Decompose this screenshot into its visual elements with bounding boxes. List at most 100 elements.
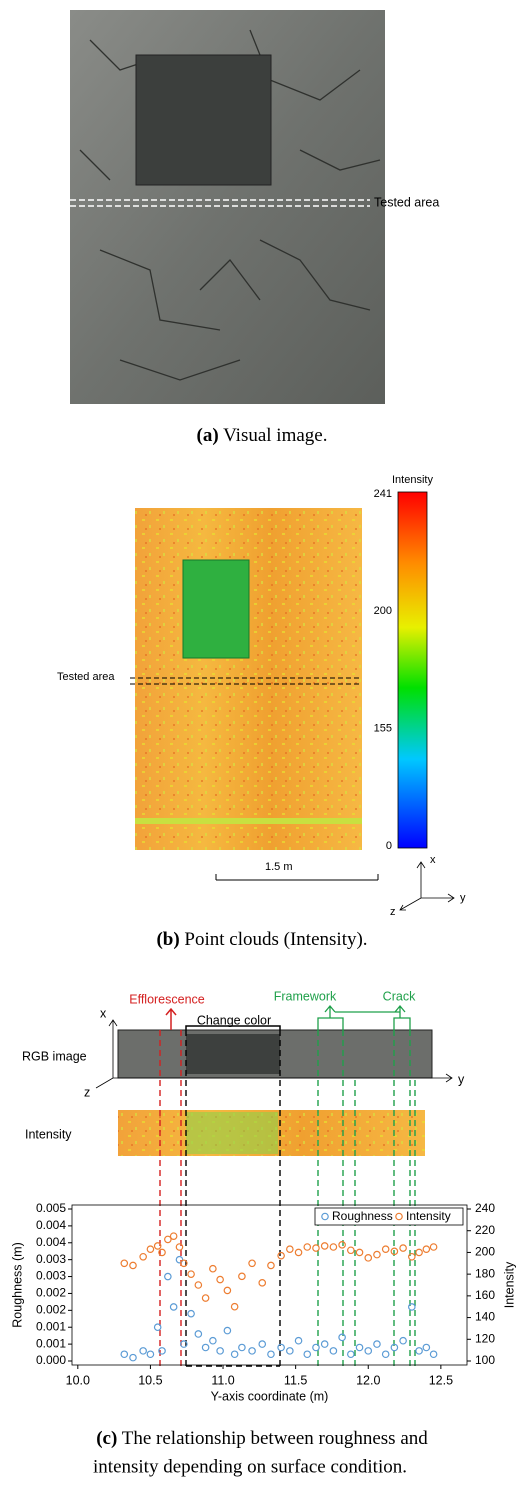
- point: [320, 1340, 329, 1348]
- point: [415, 1248, 423, 1257]
- bracket: [185, 1025, 281, 1030]
- point: [422, 1343, 431, 1352]
- point: [120, 1350, 129, 1359]
- point: [139, 1347, 147, 1355]
- legend-label: Intensity: [406, 1209, 451, 1223]
- point: [209, 1264, 217, 1273]
- point: [390, 1247, 399, 1256]
- y-tick-label: 0.000: [36, 1353, 66, 1367]
- point: [355, 1343, 364, 1352]
- point: [153, 1242, 162, 1250]
- legend-label: Roughness: [332, 1209, 393, 1223]
- colorbar-ticks: 241 200 155 0: [374, 488, 392, 852]
- point: [153, 1323, 162, 1332]
- plaque: [135, 54, 272, 186]
- point: [422, 1245, 431, 1253]
- legend-marker: [321, 1212, 329, 1221]
- point: [223, 1326, 232, 1335]
- point: [194, 1281, 203, 1289]
- point: [399, 1244, 407, 1252]
- axis-label: y: [458, 1072, 465, 1086]
- point: [194, 1330, 203, 1338]
- cracks: [79, 29, 381, 381]
- caption: (b) Point clouds (Intensity).: [156, 929, 367, 950]
- y2-tick-label: 200: [475, 1245, 495, 1259]
- colorbar-tick-label: 0: [386, 840, 392, 852]
- point: [429, 1350, 438, 1359]
- point: [277, 1343, 285, 1352]
- y-tick-label: 0.001: [36, 1319, 66, 1333]
- point: [258, 1279, 267, 1287]
- caption-text: The relationship between roughness and: [122, 1428, 429, 1449]
- point: [329, 1347, 338, 1355]
- point: [169, 1232, 178, 1240]
- point: [238, 1272, 246, 1281]
- y2-tick-label: 220: [475, 1223, 495, 1237]
- y2-tick-label: 160: [475, 1288, 495, 1302]
- point: [248, 1347, 256, 1355]
- x-tick-label: 10.0: [66, 1373, 90, 1387]
- point: [381, 1245, 390, 1253]
- point: [216, 1275, 224, 1284]
- point: [129, 1353, 137, 1362]
- arrow: [165, 1007, 177, 1030]
- point: [120, 1259, 129, 1268]
- y-axis-label: Roughness (m): [10, 1242, 24, 1327]
- axis-label: x: [100, 1006, 107, 1020]
- point: [294, 1248, 303, 1257]
- row-label: Intensity: [25, 1127, 72, 1141]
- caption-label: (c): [96, 1428, 117, 1449]
- guides: [159, 1030, 416, 1368]
- point: [277, 1251, 285, 1260]
- point: [303, 1350, 312, 1359]
- point: [408, 1252, 416, 1261]
- y2-tick-label: 240: [475, 1201, 495, 1215]
- caption-label: (a): [197, 425, 219, 446]
- band: [135, 818, 362, 824]
- x-tick-label: 12.0: [356, 1373, 380, 1387]
- annotation: Efflorescence: [129, 992, 205, 1006]
- point: [381, 1350, 390, 1359]
- x-tick-label: 11.0: [211, 1373, 234, 1387]
- caption-text: Visual image.: [223, 425, 327, 446]
- point: [258, 1340, 267, 1348]
- axis-label: x: [430, 854, 436, 866]
- y2-tick-label: 100: [475, 1353, 495, 1367]
- point: [338, 1241, 346, 1249]
- point: [329, 1243, 338, 1251]
- scale-label: 1.5 m: [265, 861, 293, 873]
- annotation: Tested area: [374, 195, 439, 209]
- point: [164, 1272, 172, 1281]
- colorbar-tick-label: 200: [374, 605, 392, 617]
- annotation: Crack: [383, 989, 416, 1003]
- annotation: Tested area: [57, 671, 115, 683]
- y-tick-label: 0.004: [36, 1218, 66, 1232]
- point: [175, 1255, 184, 1264]
- point: [158, 1248, 166, 1257]
- y-tick-label: 0.003: [36, 1252, 66, 1266]
- y2-tick-label: 120: [475, 1331, 495, 1345]
- legend-marker: [395, 1212, 403, 1221]
- point: [180, 1259, 188, 1268]
- caption: (a) Visual image.: [197, 425, 328, 446]
- point: [364, 1254, 373, 1262]
- point: [139, 1252, 147, 1261]
- caption: (c) The relationship between roughness a…: [96, 1428, 428, 1449]
- point: [390, 1343, 399, 1352]
- plot-frame: [71, 1204, 468, 1366]
- point: [399, 1336, 407, 1345]
- point: [347, 1350, 355, 1359]
- point: [158, 1347, 166, 1355]
- point: [180, 1340, 188, 1348]
- plaque: [182, 559, 250, 659]
- colorbar: [397, 491, 428, 849]
- point: [286, 1245, 294, 1253]
- point: [320, 1242, 329, 1250]
- point: [267, 1350, 275, 1359]
- x-tick-label: 10.5: [138, 1373, 162, 1387]
- point: [408, 1303, 416, 1311]
- y-tick-label: 0.001: [36, 1336, 66, 1350]
- point: [364, 1347, 373, 1355]
- legend-box: [314, 1207, 464, 1226]
